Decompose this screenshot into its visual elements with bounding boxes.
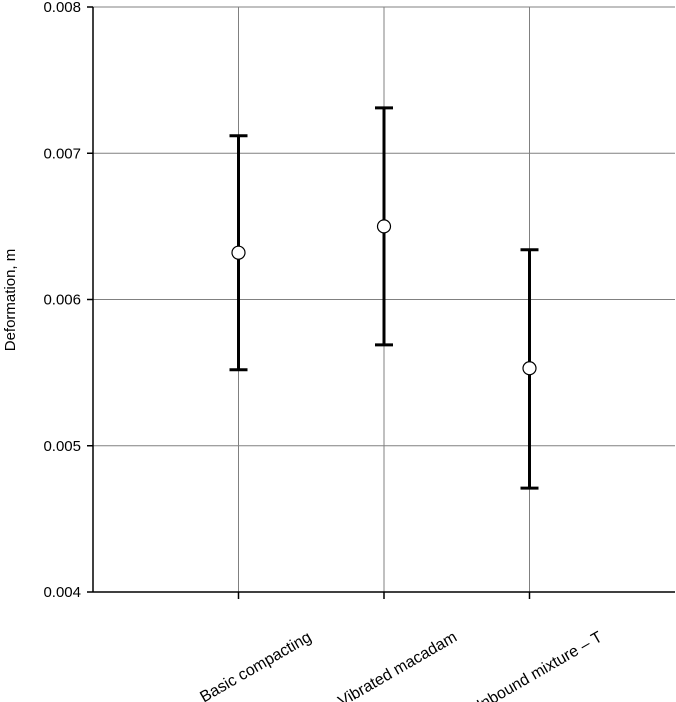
x-ticks: Basic compacting Vibrated macadam Unbound … [197, 592, 606, 702]
y-axis-title: Deformation, m [2, 249, 19, 352]
y-tick-label: 0.005 [43, 438, 81, 455]
x-category-label: Vibrated macadam [335, 629, 460, 702]
data-point [522, 361, 537, 376]
x-category-label: Basic compacting [197, 629, 314, 702]
data-points [231, 219, 537, 376]
y-tick-label: 0.004 [43, 584, 81, 601]
y-tick-label: 0.008 [43, 0, 81, 16]
y-tick-label: 0.006 [43, 292, 81, 309]
y-ticks: 0.004 0.005 0.006 0.007 0.008 [43, 0, 93, 601]
y-tick-label: 0.007 [43, 145, 81, 162]
data-point [376, 219, 392, 234]
data-point [231, 245, 246, 260]
x-category-label: Unbound mixture – T [468, 629, 606, 702]
